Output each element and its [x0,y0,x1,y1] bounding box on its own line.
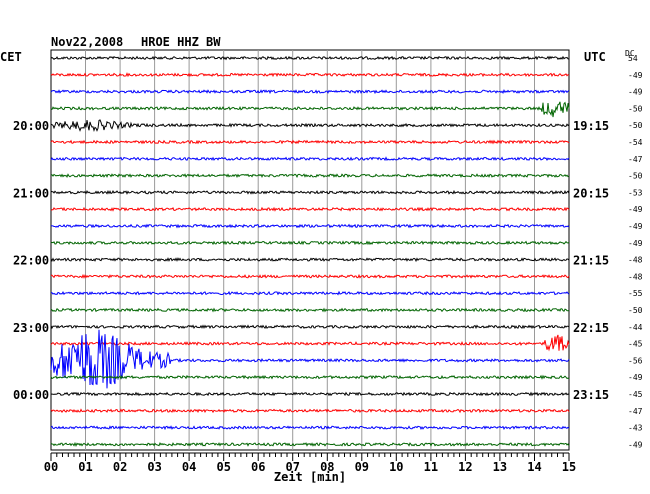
trace-2 [50,89,570,95]
dc-offset-3: -50 [628,104,643,113]
trace-5 [50,139,570,145]
dc-offset-9: -49 [628,205,643,214]
x-axis-label: Zeit [min] [274,470,346,484]
trace-8 [50,189,570,195]
dc-offset-17: -45 [628,340,643,349]
trace-6 [50,156,570,162]
trace-4 [50,119,570,132]
minute-grid [85,50,535,450]
x-tick-label: 04 [182,460,196,474]
trace-10 [50,223,570,229]
trace-22 [50,425,570,431]
left-time-label: 00:00 [13,388,49,402]
dc-offset-23: -49 [628,440,643,449]
chart-title-station: HROE HHZ BW [141,35,221,49]
trace-13 [50,273,570,279]
dc-offset-8: -53 [628,188,643,197]
plot-frame [50,49,570,451]
x-tick-label: 13 [493,460,507,474]
dc-offset-18: -56 [628,356,643,365]
trace-14 [50,290,570,296]
left-time-label: 23:00 [13,321,49,335]
dc-offset-4: -50 [628,121,643,130]
trace-1 [50,72,570,78]
dc-offset-10: -49 [628,222,643,231]
trace-7 [50,173,570,179]
dc-offset-16: -44 [628,323,643,332]
right-time-label: 19:15 [573,119,609,133]
right-timezone-label: UTC [584,50,606,64]
left-time-label: 20:00 [13,119,49,133]
dc-offset-22: -43 [628,424,643,433]
x-tick-label: 05 [216,460,230,474]
x-tick-label: 03 [147,460,161,474]
right-time-label: 21:15 [573,254,609,268]
chart-title-date: Nov22,2008 [51,35,123,49]
trace-17 [50,334,570,352]
dc-offset-21: -47 [628,407,643,416]
trace-11 [50,240,570,246]
dc-offset-11: -49 [628,239,643,248]
dc-offset-20: -45 [628,390,643,399]
right-time-label: 22:15 [573,321,609,335]
dc-offset-1: -49 [628,71,643,80]
x-tick-label: 06 [251,460,265,474]
x-tick-label: 11 [424,460,438,474]
trace-0 [50,55,570,61]
x-tick-label: 09 [355,460,369,474]
right-time-label: 20:15 [573,186,609,200]
dc-offset-14: -55 [628,289,643,298]
x-tick-label: 01 [78,460,92,474]
trace-15 [50,307,570,313]
dc-offset-19: -49 [628,373,643,382]
x-tick-label: 14 [527,460,541,474]
dc-offset-7: -50 [628,172,643,181]
x-axis: 00 01 02 03 04 05 06 07 08 09 10 11 12 13 14 15 [44,452,576,474]
trace-21 [50,408,570,414]
left-time-label: 22:00 [13,254,49,268]
dc-header-label: DC [625,49,635,58]
dc-offset-12: -48 [628,256,643,265]
time-labels: 54 -49 -49 -50 -50 -54 -47 -50 -53 -49 -49 -49 -48 -4… [13,54,643,449]
dc-offset-15: -50 [628,306,643,315]
x-tick-label: 02 [113,460,127,474]
x-tick-label: 10 [389,460,403,474]
trace-3 [50,101,570,118]
dc-offset-6: -47 [628,155,643,164]
trace-19 [50,374,570,380]
x-tick-label: 07 [285,460,299,474]
trace-23 [50,441,570,447]
trace-20 [50,391,570,397]
left-time-label: 21:00 [13,186,49,200]
dc-offset-13: -48 [628,272,643,281]
trace-18 [50,329,570,389]
x-tick-label: 12 [458,460,472,474]
trace-12 [50,257,570,263]
dc-offset-0: 54 [628,54,638,63]
right-time-label: 23:15 [573,388,609,402]
trace-group [50,55,570,447]
dc-offset-2: -49 [628,88,643,97]
left-timezone-label: CET [0,50,22,64]
dc-offset-5: -54 [628,138,643,147]
x-tick-label: 08 [320,460,334,474]
x-tick-label: 15 [562,460,576,474]
trace-9 [50,206,570,212]
trace-16 [50,324,570,330]
x-tick-label: 00 [44,460,58,474]
